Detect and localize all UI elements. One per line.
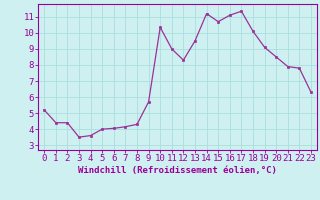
X-axis label: Windchill (Refroidissement éolien,°C): Windchill (Refroidissement éolien,°C)	[78, 166, 277, 175]
